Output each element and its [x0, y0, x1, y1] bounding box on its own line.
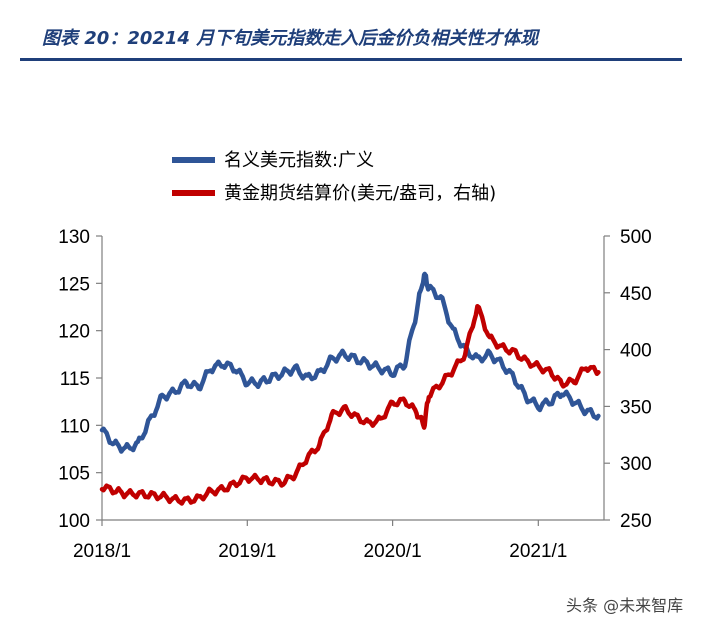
- left-tick-label: 125: [58, 274, 90, 295]
- left-tick-label: 115: [60, 369, 90, 390]
- legend-label-gold: 黄金期货结算价(美元/盎司，右轴): [224, 183, 496, 204]
- left-tick-label: 100: [58, 511, 90, 532]
- right-tick-label: 500: [620, 227, 652, 248]
- right-tick-label: 300: [620, 454, 652, 475]
- right-tick-label: 250: [620, 511, 652, 532]
- watermark-text: 头条 @未来智库: [566, 596, 684, 615]
- right-tick-label: 400: [620, 341, 652, 362]
- left-tick-label: 120: [58, 322, 90, 343]
- left-tick-label: 110: [60, 416, 90, 437]
- x-tick-label: 2021/1: [509, 541, 567, 562]
- series-line-gold-price: [99, 303, 601, 506]
- figure-title: 图表 20：20214 月下旬美元指数走入后金价负相关性才体现: [42, 28, 539, 49]
- right-tick-label: 450: [620, 284, 652, 305]
- legend-label-usd: 名义美元指数:广义: [224, 150, 374, 171]
- x-tick-label: 2019/1: [218, 541, 276, 562]
- left-tick-label: 105: [58, 464, 90, 485]
- right-tick-label: 350: [620, 397, 652, 418]
- left-tick-label: 130: [58, 227, 90, 248]
- title-divider: [20, 58, 682, 61]
- series-line-usd-index: [99, 271, 601, 454]
- x-tick-label: 2020/1: [364, 541, 422, 562]
- x-tick-label: 2018/1: [73, 541, 131, 562]
